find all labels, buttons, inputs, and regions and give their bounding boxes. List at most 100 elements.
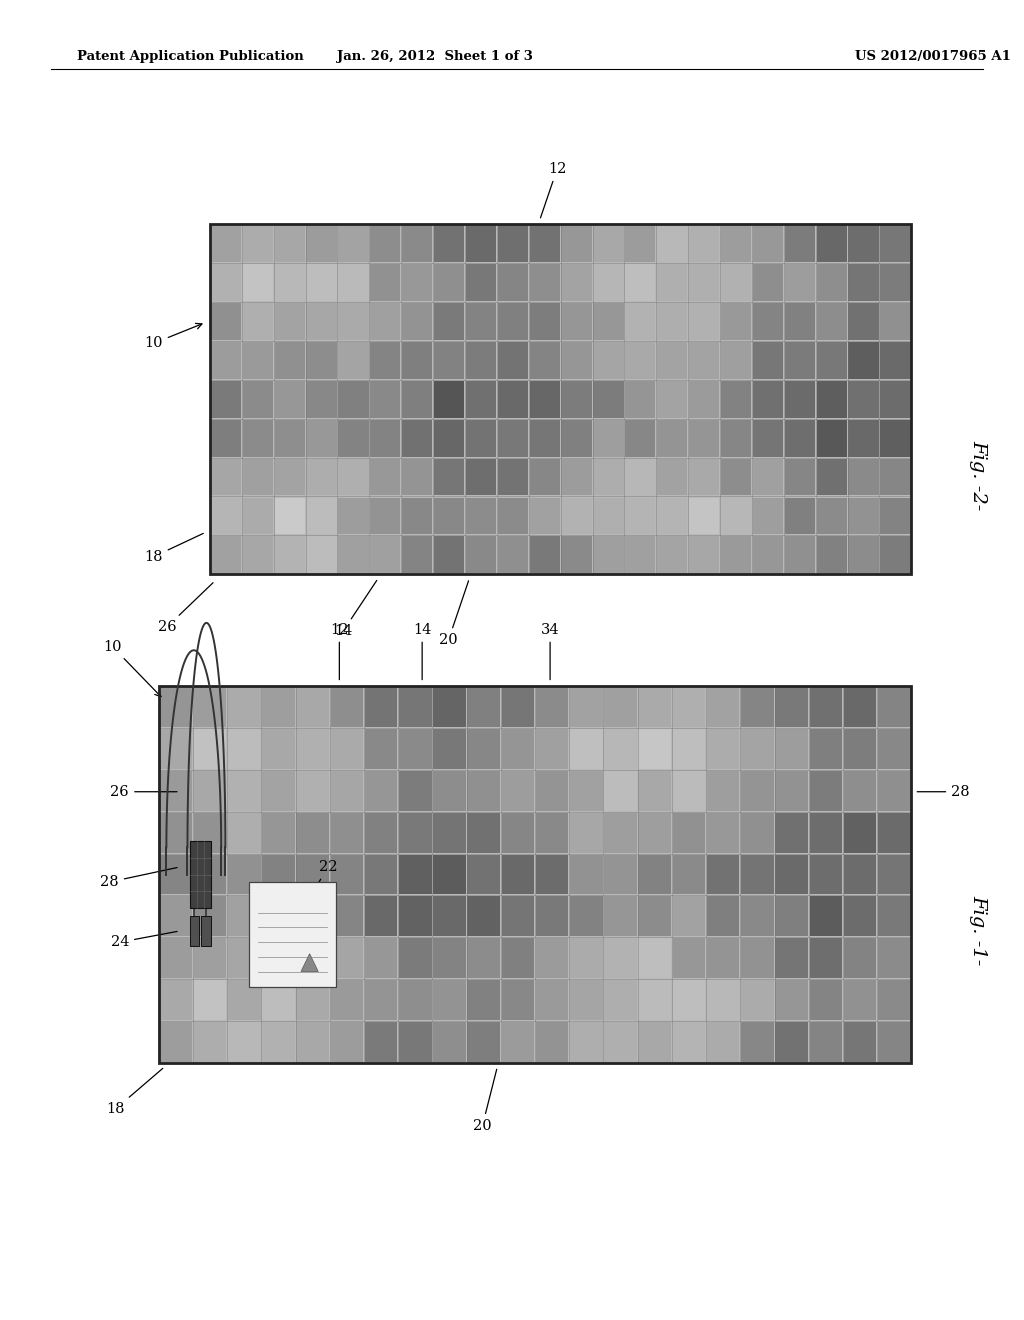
Bar bbox=[211, 342, 241, 379]
Bar bbox=[529, 226, 560, 263]
Bar bbox=[402, 498, 432, 535]
Bar bbox=[878, 979, 910, 1020]
Bar bbox=[306, 420, 337, 457]
Bar bbox=[160, 854, 193, 895]
Bar bbox=[296, 688, 329, 727]
Bar bbox=[306, 304, 337, 341]
Bar bbox=[844, 939, 877, 978]
Bar bbox=[784, 342, 815, 379]
Bar bbox=[399, 729, 431, 770]
Text: 14: 14 bbox=[413, 623, 431, 680]
Bar bbox=[849, 458, 879, 495]
Bar bbox=[536, 729, 568, 770]
Text: Fig. -2-: Fig. -2- bbox=[969, 440, 987, 511]
Bar bbox=[370, 420, 400, 457]
Bar bbox=[306, 458, 337, 495]
Bar bbox=[707, 1022, 739, 1061]
Bar bbox=[498, 381, 528, 417]
Bar bbox=[536, 854, 568, 895]
Bar bbox=[211, 536, 241, 573]
Bar bbox=[561, 420, 592, 457]
Bar bbox=[721, 304, 752, 341]
Bar bbox=[365, 896, 397, 936]
Bar bbox=[189, 916, 199, 946]
Bar bbox=[365, 979, 397, 1020]
Bar bbox=[784, 536, 815, 573]
Bar bbox=[210, 224, 911, 574]
Bar bbox=[849, 498, 879, 535]
Bar bbox=[228, 729, 260, 770]
Bar bbox=[810, 1022, 842, 1061]
Bar bbox=[849, 226, 879, 263]
Bar bbox=[467, 729, 500, 770]
Bar bbox=[338, 536, 369, 573]
Bar bbox=[365, 813, 397, 853]
Bar bbox=[211, 498, 241, 535]
Bar bbox=[721, 420, 752, 457]
Bar bbox=[561, 536, 592, 573]
Text: 14: 14 bbox=[334, 581, 377, 638]
Bar bbox=[498, 342, 528, 379]
Bar bbox=[536, 979, 568, 1020]
Bar bbox=[262, 729, 295, 770]
Bar bbox=[467, 939, 500, 978]
Bar bbox=[502, 896, 535, 936]
Bar bbox=[844, 979, 877, 1020]
Bar bbox=[262, 1022, 295, 1061]
Bar bbox=[331, 729, 364, 770]
Bar bbox=[262, 688, 295, 727]
Bar bbox=[529, 304, 560, 341]
Bar bbox=[498, 304, 528, 341]
Bar bbox=[262, 813, 295, 853]
Bar bbox=[707, 896, 739, 936]
Bar bbox=[338, 458, 369, 495]
Bar bbox=[365, 771, 397, 810]
Bar bbox=[402, 342, 432, 379]
Bar bbox=[626, 304, 655, 341]
Bar bbox=[262, 939, 295, 978]
Bar bbox=[721, 226, 752, 263]
Bar bbox=[306, 381, 337, 417]
Bar bbox=[402, 536, 432, 573]
Bar bbox=[502, 729, 535, 770]
Bar bbox=[434, 342, 464, 379]
Bar bbox=[816, 304, 847, 341]
Bar bbox=[502, 813, 535, 853]
Bar bbox=[370, 226, 400, 263]
Bar bbox=[274, 458, 305, 495]
Bar bbox=[775, 896, 808, 936]
Bar bbox=[881, 420, 910, 457]
Bar bbox=[331, 939, 364, 978]
Bar bbox=[306, 264, 337, 301]
Bar bbox=[402, 264, 432, 301]
Bar bbox=[402, 381, 432, 417]
Bar bbox=[878, 771, 910, 810]
Bar bbox=[338, 304, 369, 341]
Bar bbox=[810, 854, 842, 895]
Bar bbox=[639, 771, 671, 810]
Bar bbox=[810, 729, 842, 770]
Bar bbox=[262, 771, 295, 810]
Bar bbox=[741, 771, 774, 810]
Bar bbox=[243, 498, 272, 535]
Text: 10: 10 bbox=[103, 640, 161, 697]
Text: 28: 28 bbox=[918, 784, 970, 799]
Polygon shape bbox=[301, 954, 318, 972]
Bar bbox=[467, 813, 500, 853]
Bar bbox=[433, 979, 466, 1020]
Bar bbox=[784, 498, 815, 535]
Bar bbox=[467, 979, 500, 1020]
Bar bbox=[604, 896, 637, 936]
Bar bbox=[434, 226, 464, 263]
Bar bbox=[331, 979, 364, 1020]
Bar bbox=[810, 979, 842, 1020]
Bar bbox=[211, 458, 241, 495]
Bar bbox=[570, 729, 603, 770]
Bar bbox=[707, 979, 739, 1020]
Bar bbox=[775, 729, 808, 770]
Bar bbox=[433, 1022, 466, 1061]
Bar bbox=[604, 1022, 637, 1061]
Bar bbox=[775, 771, 808, 810]
Bar bbox=[784, 226, 815, 263]
Bar bbox=[878, 1022, 910, 1061]
